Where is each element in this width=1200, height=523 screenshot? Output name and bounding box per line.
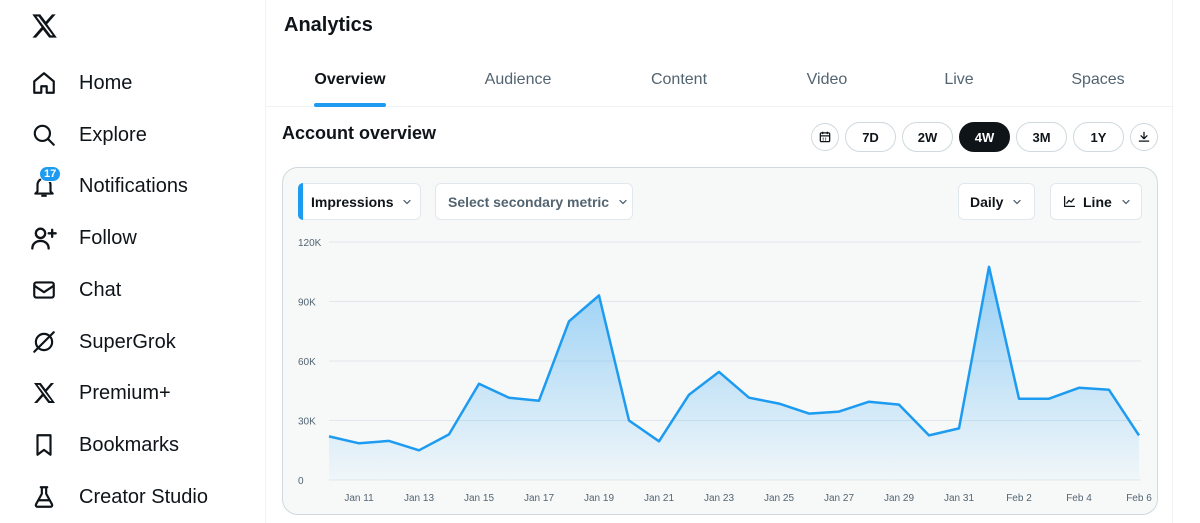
nav-label: Explore [79,123,147,146]
x-tick-label: Jan 27 [824,493,854,504]
notification-badge: 17 [39,166,62,182]
nav-bookmarks[interactable]: Bookmarks [30,425,179,465]
bell-icon: 17 [30,166,62,200]
x-tick-label: Jan 15 [464,493,494,504]
page-title: Analytics [284,14,373,36]
chart-style-dropdown[interactable]: Line [1050,183,1142,220]
chart-style-label: Line [1083,193,1112,210]
nav-label: Home [79,71,133,94]
y-tick-label: 30K [298,417,316,428]
nav-label: Notifications [79,174,188,197]
x-tick-label: Jan 17 [524,493,554,504]
tab-overview[interactable]: Overview [314,55,386,107]
chevron-down-icon [1011,196,1023,208]
x-tick-label: Feb 4 [1066,493,1092,504]
x-tick-label: Jan 29 [884,493,914,504]
chevron-down-icon [1120,196,1132,208]
nav-notifications[interactable]: 17 Notifications [30,166,188,206]
tab-audience[interactable]: Audience [480,55,556,107]
range-3m-button[interactable]: 3M [1016,122,1067,152]
x-tick-label: Feb 6 [1126,493,1152,504]
secondary-metric-placeholder: Select secondary metric [448,193,610,210]
flask-icon [30,483,58,511]
tab-label: Overview [314,71,386,88]
granularity-label: Daily [970,193,1004,210]
x-logo-icon[interactable] [30,12,60,42]
analytics-panel: Analytics Overview Audience Content Vide… [265,0,1173,523]
x-tick-label: Jan 19 [584,493,614,504]
x-tick-label: Jan 31 [944,493,974,504]
x-tick-label: Jan 25 [764,493,794,504]
impressions-chart: 0 30K 60K 90K 120K Jan 11 Jan 13 Jan 15 Jan 17 Ja… [298,238,1152,504]
bookmark-icon [30,431,58,459]
nav-creator-studio[interactable]: Creator Studio [30,477,208,517]
tab-bar: Overview Audience Content Video Live Spa… [266,55,1172,107]
home-icon [30,69,58,97]
metric-color-indicator [298,183,303,220]
download-button[interactable] [1130,123,1158,151]
primary-metric-dropdown[interactable]: Impressions [298,183,421,220]
y-tick-label: 0 [298,476,304,487]
secondary-metric-dropdown[interactable]: Select secondary metric [435,183,633,220]
section-title: Account overview [282,123,437,143]
download-icon [1137,130,1151,144]
grok-icon [30,328,58,356]
date-range-selector: 7D 2W 4W 3M 1Y [811,122,1158,152]
impressions-area [329,266,1139,480]
nav-follow[interactable]: Follow [30,218,137,258]
tab-video[interactable]: Video [804,55,850,107]
x-tick-label: Jan 11 [344,493,374,504]
x-tick-label: Jan 21 [644,493,674,504]
nav-label: SuperGrok [79,330,176,353]
nav-premium[interactable]: Premium+ [30,373,171,413]
tab-label: Audience [484,71,552,88]
calendar-icon [818,130,832,144]
nav-label: Bookmarks [79,433,180,456]
nav-home[interactable]: Home [30,63,132,103]
tab-label: Content [650,71,708,88]
tab-active-indicator [314,103,386,107]
y-tick-label: 90K [298,298,316,309]
range-2w-button[interactable]: 2W [902,122,953,152]
tab-label: Live [944,71,974,88]
tab-label: Spaces [1071,71,1125,88]
x-tick-label: Feb 2 [1006,493,1032,504]
tab-content[interactable]: Content [647,55,711,107]
range-4w-button[interactable]: 4W [959,122,1010,152]
tab-label: Video [806,71,848,88]
nav-label: Chat [79,278,122,301]
nav-label: Creator Studio [79,485,208,508]
line-chart-icon [1063,195,1076,208]
x-tick-label: Jan 13 [404,493,434,504]
sidebar: Home Explore 17 Notifications Follow Cha… [0,0,265,523]
tab-spaces[interactable]: Spaces [1068,55,1128,107]
calendar-button[interactable] [811,123,839,151]
primary-metric-label: Impressions [311,193,394,210]
x-tick-label: Jan 23 [704,493,734,504]
x-logo-icon [30,379,58,407]
chart-card: 0 30K 60K 90K 120K Jan 11 Jan 13 Jan 15 Jan 17 Ja… [282,167,1158,515]
tab-live[interactable]: Live [942,55,976,107]
y-tick-label: 120K [298,238,322,249]
nav-chat[interactable]: Chat [30,270,121,310]
nav-label: Follow [79,226,137,249]
nav-supergrok[interactable]: SuperGrok [30,322,176,362]
nav-label: Premium+ [79,381,171,404]
chevron-down-icon [401,196,413,208]
mail-icon [30,276,58,304]
range-7d-button[interactable]: 7D [845,122,896,152]
y-tick-label: 60K [298,357,316,368]
chevron-down-icon [617,196,629,208]
impressions-line [328,265,1141,452]
search-icon [30,121,58,149]
granularity-dropdown[interactable]: Daily [958,183,1035,220]
add-user-icon [30,224,58,252]
nav-explore[interactable]: Explore [30,115,147,155]
range-1y-button[interactable]: 1Y [1073,122,1124,152]
